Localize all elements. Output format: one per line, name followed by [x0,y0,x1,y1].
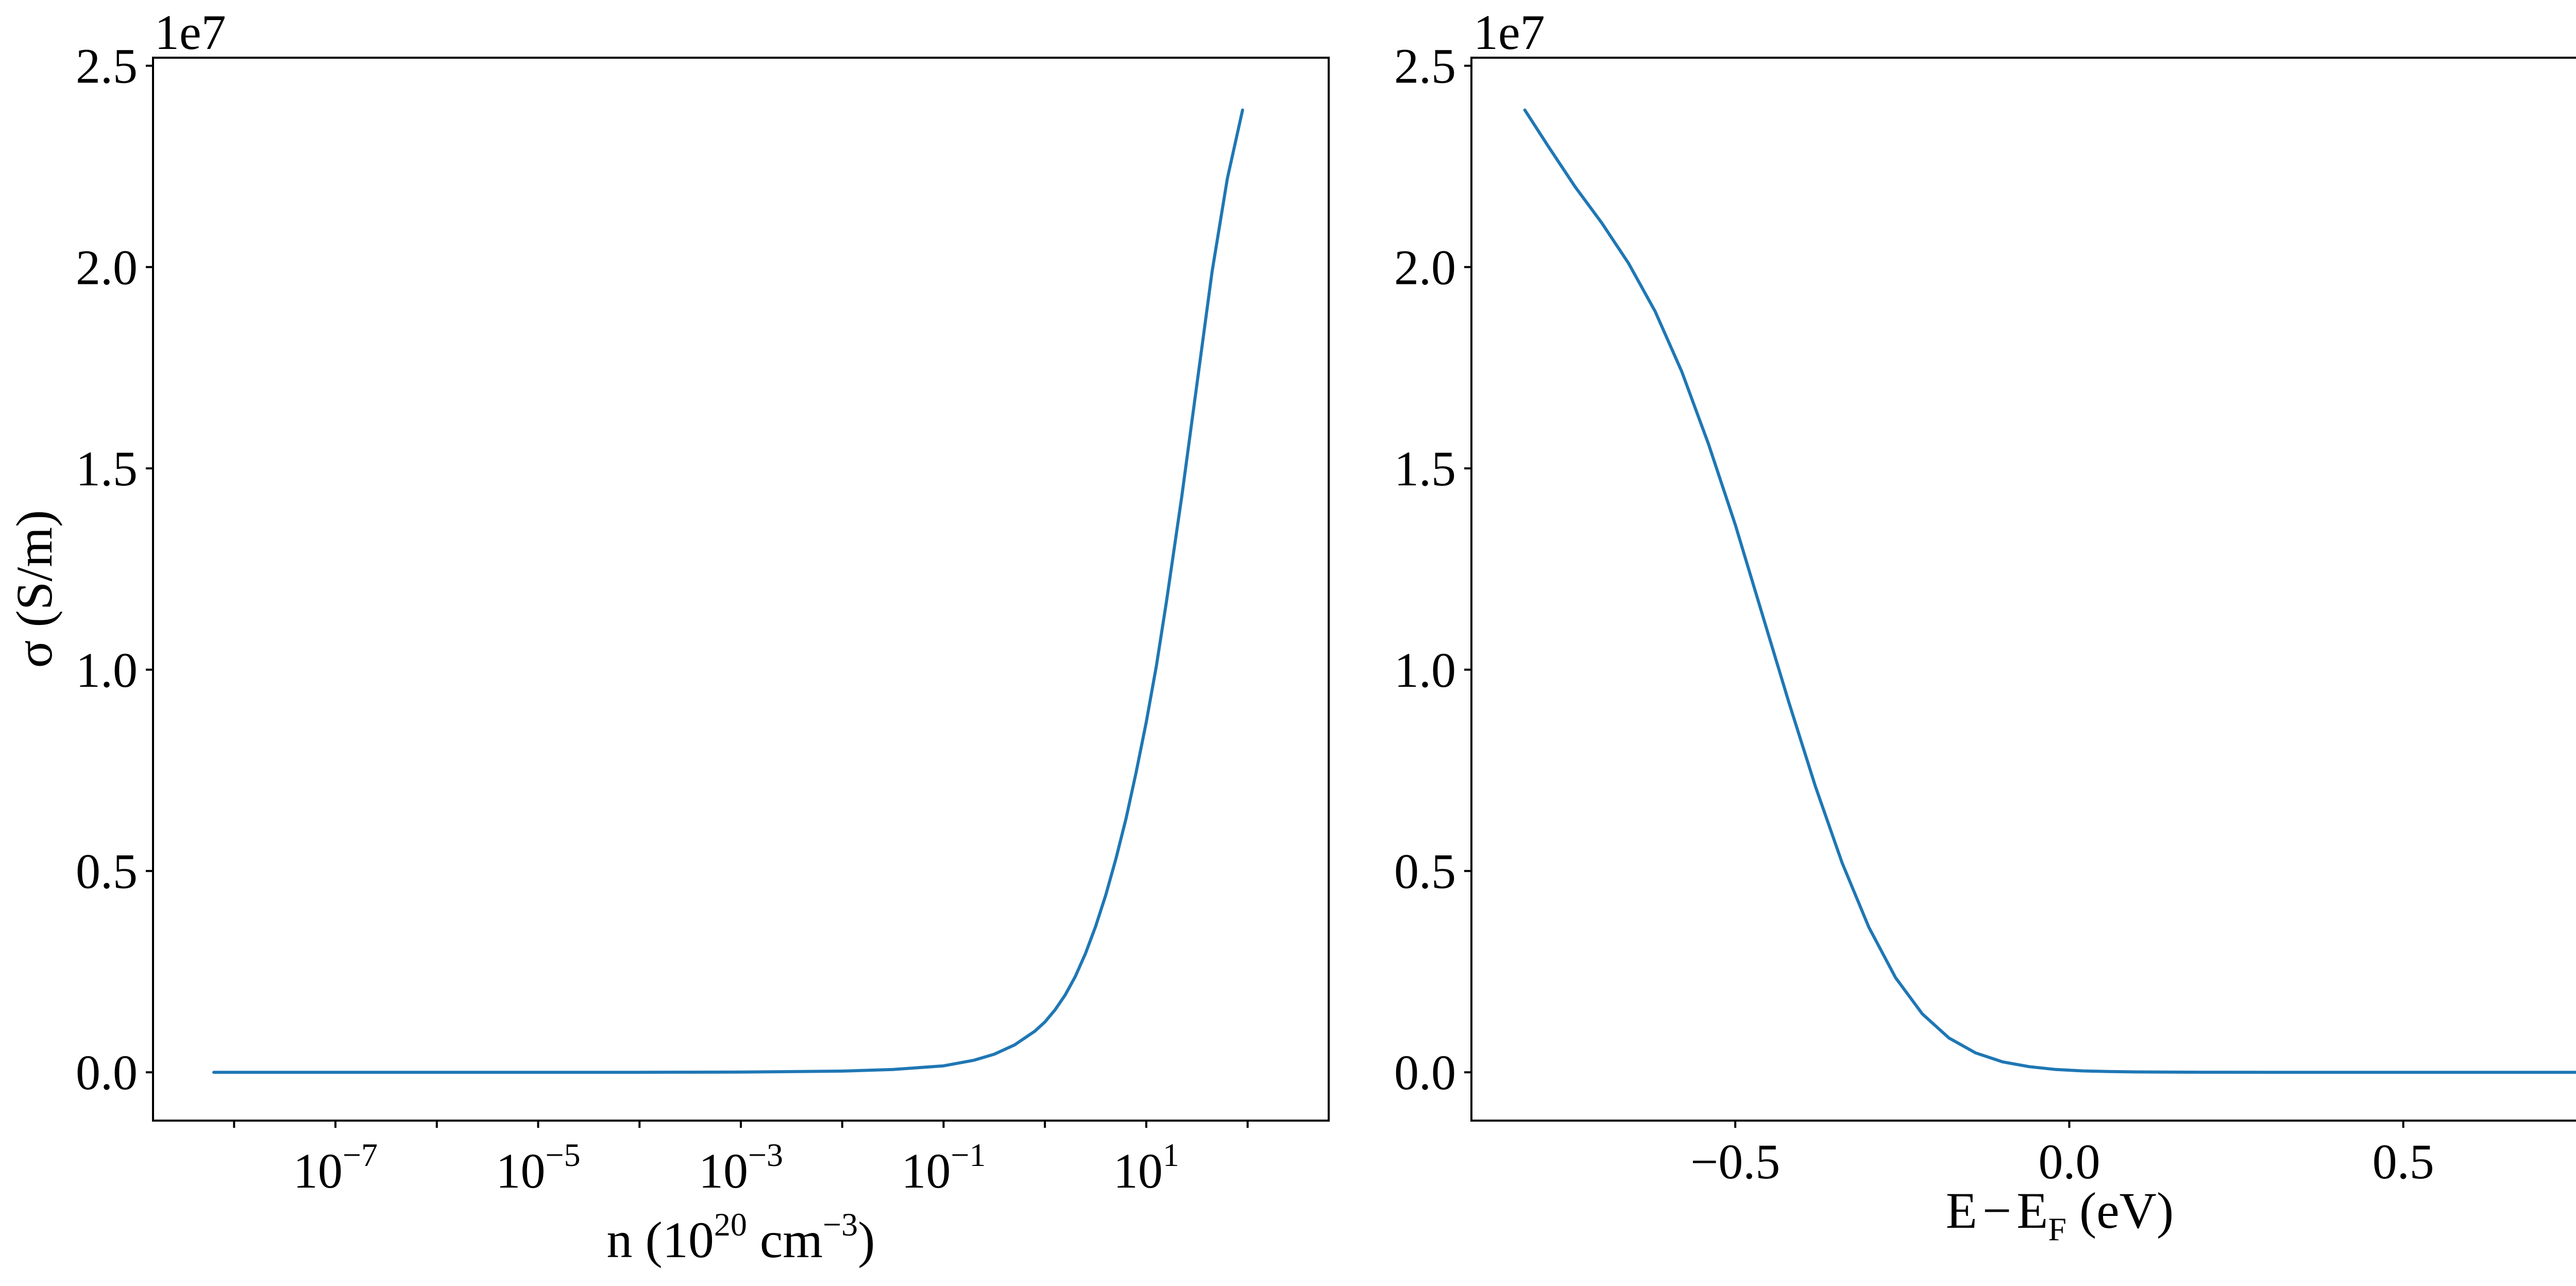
x-tick-label: 0.0 [2038,1134,2100,1189]
y-tick-label: 1.5 [1394,441,1456,496]
y-axis-ticks: 0.0 0.5 1.0 1.5 2.0 2.5 [1394,39,1471,1100]
y-tick-label: 1.0 [1394,642,1456,698]
y-tick-label: 2.0 [1394,240,1456,295]
x-axis-ticks: 10−7 10−5 10−3 10−1 101 [233,1121,1249,1198]
y-offset-label: 1e7 [155,5,226,60]
x-tick-label: −0.5 [1690,1134,1780,1189]
plot-frame [152,57,1330,1122]
y-tick-label: 0.5 [1394,844,1456,899]
x-tick-label: 0.5 [2372,1134,2434,1189]
conductivity-vs-carrier-concentration-plot: 0.0 0.5 1.0 1.5 2.0 2.5 10−7 10−5 10−3 10−1 101 1… [6,5,1330,1268]
y-tick-label: 1.0 [76,642,138,698]
conductivity-vs-energy-plot: 0.00.51.01.52.02.5 −0.5 0.0 0.5 1e7 E − EF (… [1394,5,2576,1247]
x-axis-label-e: E [2016,1182,2048,1239]
x-axis-label-suffix: ) [858,1211,875,1268]
x-axis-ticks: −0.5 0.0 0.5 [1690,1121,2434,1189]
x-axis-label-sup2: −3 [823,1206,858,1243]
y-tick-label: 0.0 [76,1045,138,1100]
y-tick-label: 2.0 [76,240,138,295]
data-line [1523,108,2576,1074]
data-line [212,108,1244,1074]
y-tick-label: 1.5 [76,441,138,496]
y-offset-label: 1e7 [1473,5,1545,60]
y-tick-label: 2.5 [76,39,138,94]
x-tick-label: 10−5 [496,1137,581,1198]
x-axis-label-minus: − [1982,1182,2011,1239]
y-tick-label: 0.0 [1394,1045,1456,1100]
y-axis-ticks: 0.0 0.5 1.0 1.5 2.0 2.5 [76,39,153,1100]
x-axis-label-mid: cm [747,1211,823,1268]
x-axis-label-suffix: (eV) [2066,1182,2174,1239]
x-axis-label: n (1020 cm−3) [607,1206,875,1268]
x-tick-label: 10−1 [901,1137,986,1198]
x-axis-label-prefix: n (10 [607,1211,714,1268]
plot-frame [1470,57,2576,1122]
x-axis-label-prefix: E [1946,1182,1977,1239]
y-tick-label: 0.5 [76,844,138,899]
y-axis-label: σ (S/m) [6,510,63,668]
x-tick-label: 101 [1113,1137,1179,1198]
x-axis-label-sub: F [2048,1211,2066,1247]
y-tick-label: 2.5 [1394,39,1456,94]
x-tick-label: 10−3 [699,1137,783,1198]
x-tick-label: 10−7 [293,1137,378,1198]
x-axis-label: E − EF (eV) [1946,1182,2174,1247]
x-axis-label-sup1: 20 [714,1206,747,1243]
